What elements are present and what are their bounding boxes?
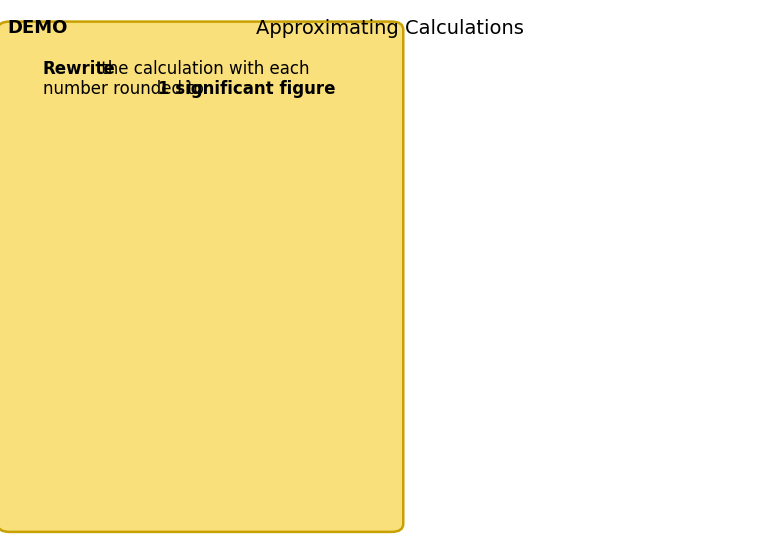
Text: $3$: $3$ <box>128 303 145 331</box>
Text: DEMO: DEMO <box>8 19 68 37</box>
Text: $6^2 + 3$: $6^2 + 3$ <box>95 245 178 275</box>
FancyArrow shape <box>123 338 150 383</box>
Text: the calculation with each: the calculation with each <box>96 60 310 78</box>
Text: $3.41$: $3.41$ <box>106 182 167 210</box>
Text: .: . <box>282 80 292 98</box>
Text: number rounded to: number rounded to <box>43 80 209 98</box>
Text: $3$: $3$ <box>128 423 145 451</box>
Text: $39$: $39$ <box>119 367 154 395</box>
Text: Approximating Calculations: Approximating Calculations <box>256 19 524 38</box>
Text: 1 significant figure: 1 significant figure <box>158 80 336 98</box>
Text: Rewrite: Rewrite <box>43 60 115 78</box>
FancyArrow shape <box>123 218 150 262</box>
Text: $\approx$  $13$: $\approx$ $13$ <box>226 151 321 180</box>
Text: $5.61^2 + 2.82$: $5.61^2 + 2.82$ <box>51 124 222 154</box>
